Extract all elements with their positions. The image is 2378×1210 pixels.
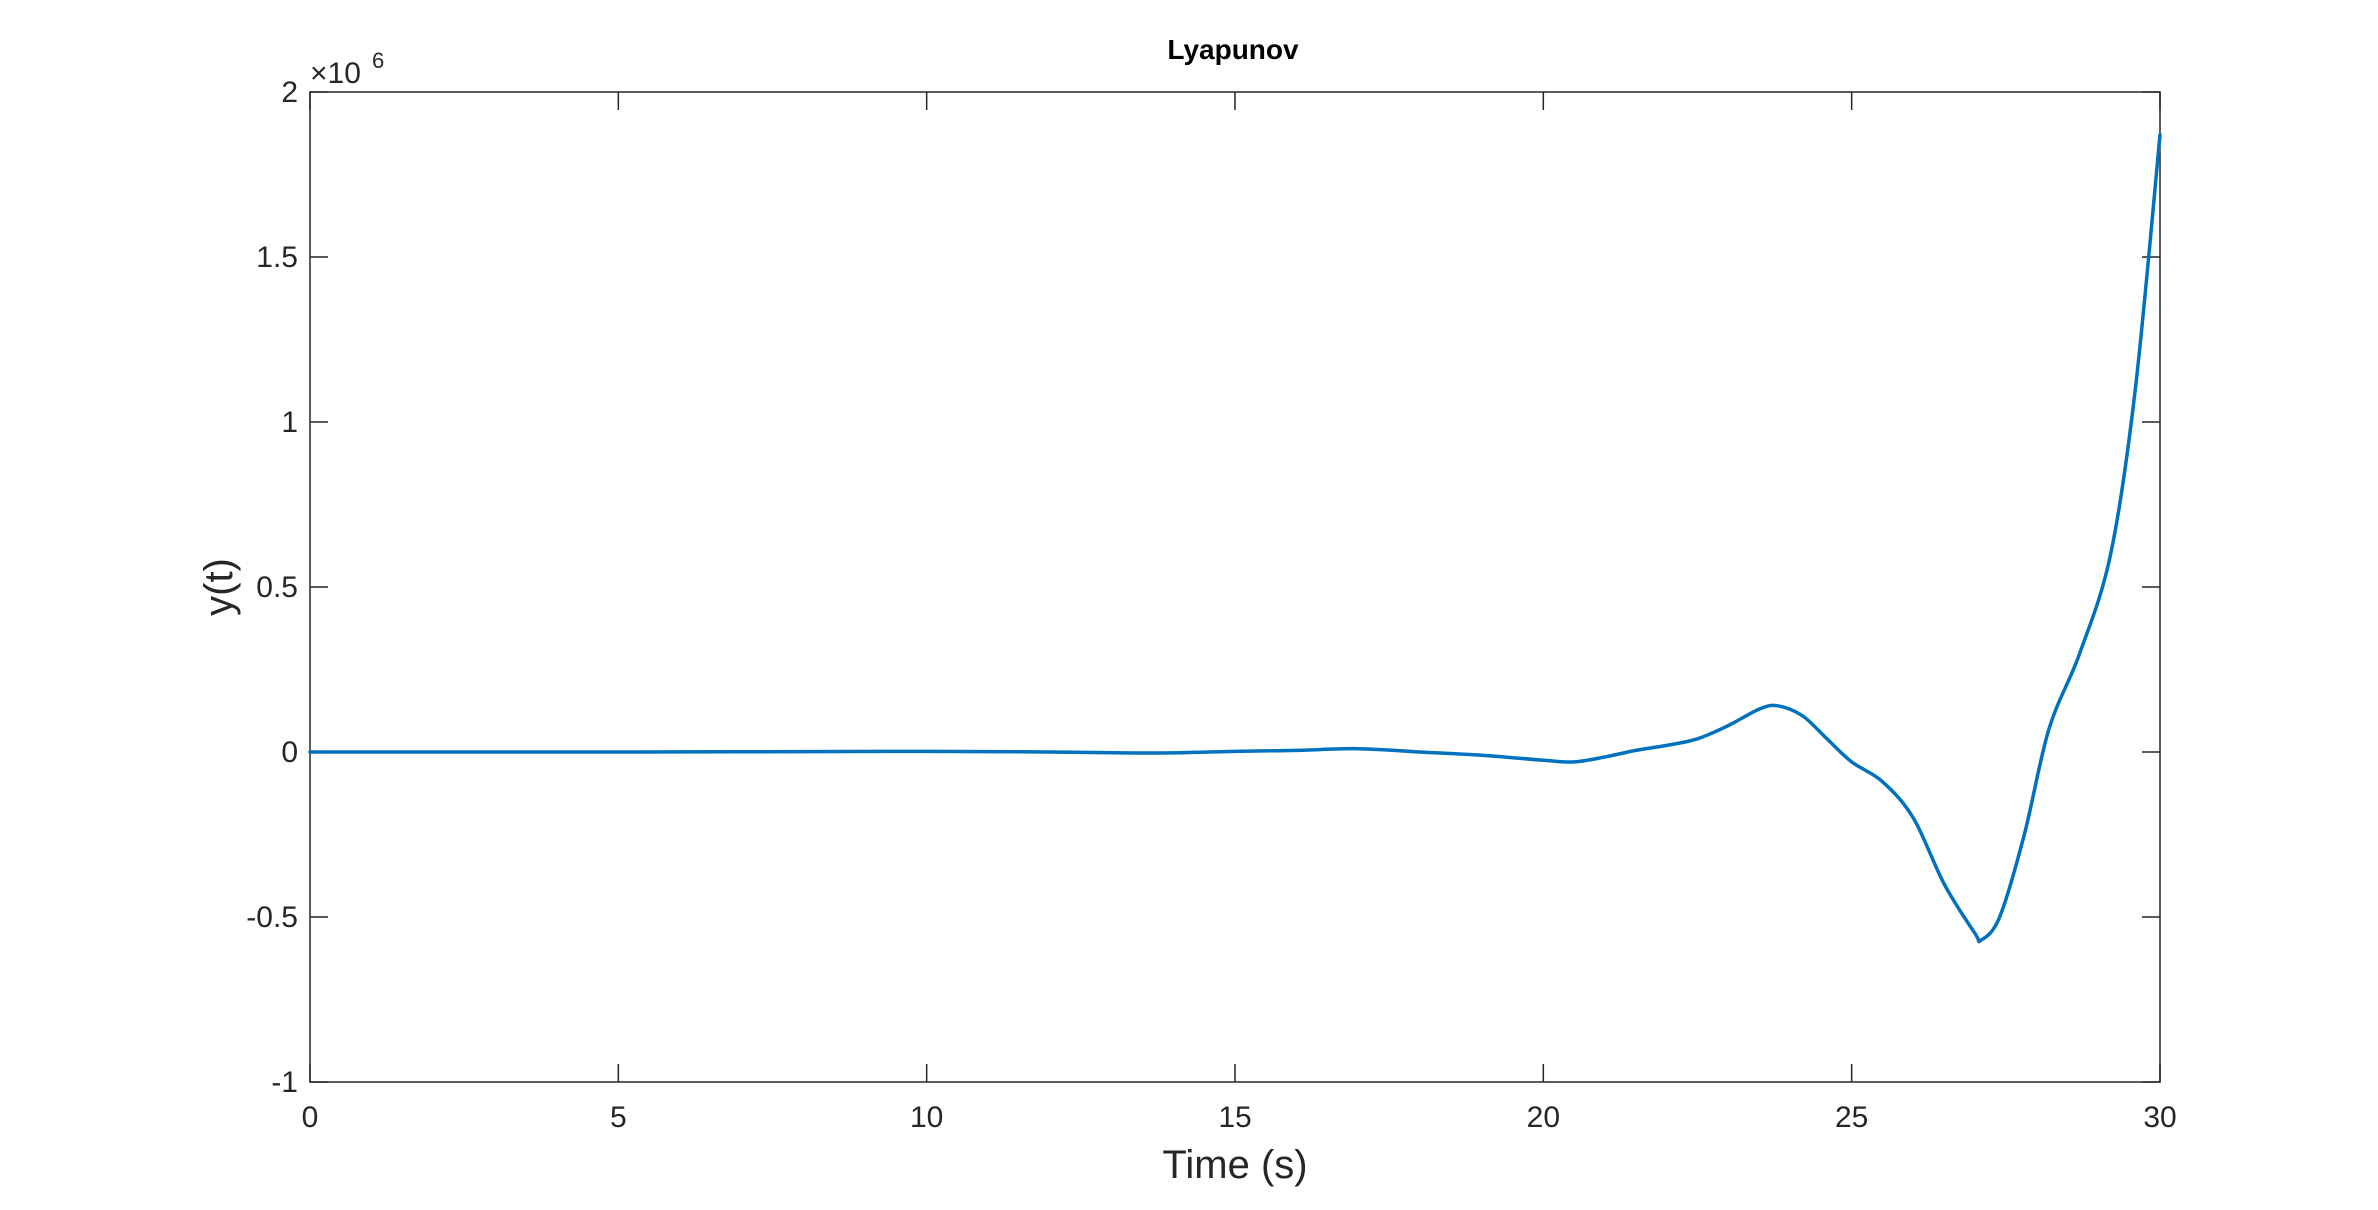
plot-area <box>309 91 2161 1083</box>
y-tick-label: -1 <box>271 1066 298 1099</box>
x-tick-label: 10 <box>910 1101 943 1134</box>
x-tick-label: 15 <box>1218 1101 1251 1134</box>
x-axis-label: Time (s) <box>1162 1143 1307 1187</box>
y-tick-label: 0 <box>281 736 298 769</box>
y-tick-label: 2 <box>281 76 298 109</box>
x-axis: 0 5 10 15 20 25 30 <box>302 92 2177 1134</box>
x-tick-label: 0 <box>302 1101 319 1134</box>
plot-box <box>309 91 2161 1083</box>
x-tick-label: 5 <box>610 1101 627 1134</box>
series-line <box>308 133 2162 944</box>
x-tick-label: 30 <box>2143 1101 2176 1134</box>
y-multiplier: ×10 6 <box>310 48 384 90</box>
y-tick-label: 0.5 <box>256 571 298 604</box>
y-tick-label: 1 <box>281 406 298 439</box>
y-axis: -1 -0.5 0 0.5 1 1.5 2 <box>246 76 2160 1099</box>
x-tick-label: 20 <box>1527 1101 1560 1134</box>
y-multiplier-base: ×10 <box>310 57 361 90</box>
y-multiplier-exponent: 6 <box>372 48 384 73</box>
chart-title: Lyapunov <box>1167 34 1299 65</box>
y-tick-label: 1.5 <box>256 241 298 274</box>
x-tick-label: 25 <box>1835 1101 1868 1134</box>
y-tick-label: -0.5 <box>246 901 298 934</box>
y-axis-label: y(t) <box>197 558 241 616</box>
